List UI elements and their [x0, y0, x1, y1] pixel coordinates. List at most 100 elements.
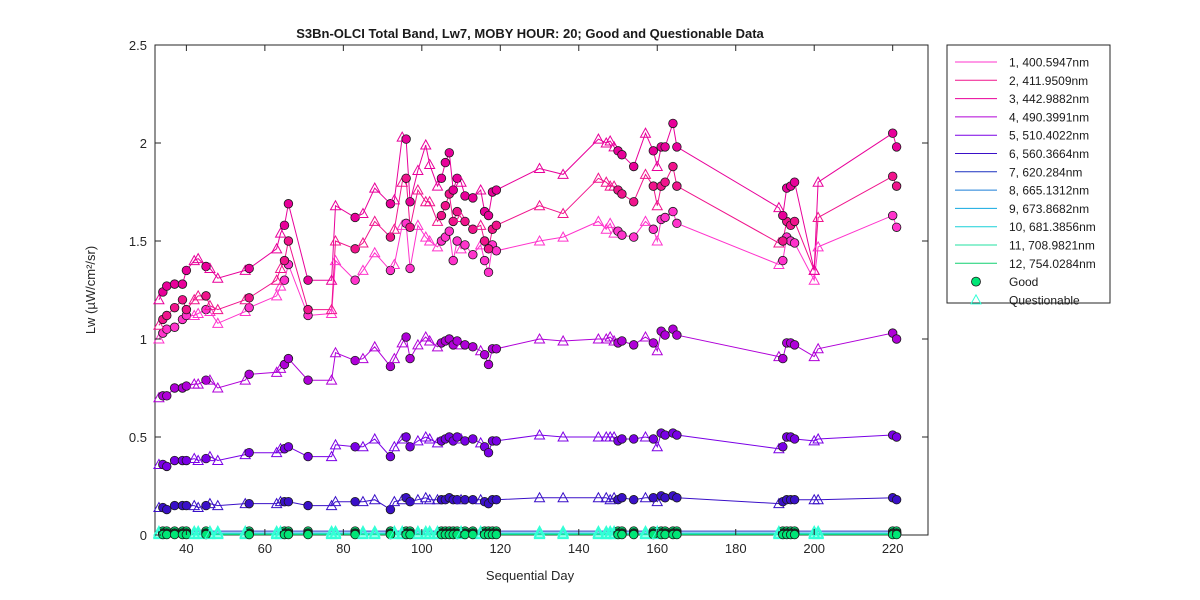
questionable-point [192, 307, 205, 319]
questionable-point [651, 160, 664, 172]
questionable-point [357, 264, 369, 275]
legend-label: 1, 400.5947nm [1009, 56, 1089, 70]
legend-label: 12, 754.0284nm [1009, 257, 1096, 271]
questionable-point [474, 184, 487, 195]
questionable-point [188, 293, 201, 305]
good-point [169, 529, 180, 540]
x-tick-label: 120 [489, 541, 511, 556]
questionable-point [639, 528, 652, 540]
questionable-point [204, 262, 216, 273]
good-point [629, 434, 639, 444]
questionable-point [557, 231, 569, 242]
questionable-point [270, 242, 283, 254]
questionable-point [325, 303, 338, 315]
questionable-point [357, 440, 369, 452]
plot-area: 40 60 80 100 120 140 160 180 200 220 0 0.5 1 1.5 2 2.5 [129, 38, 929, 556]
questionable-point [192, 252, 205, 264]
good-point [201, 291, 211, 301]
questionable-point [211, 528, 224, 540]
good-point [617, 493, 627, 503]
good-point [244, 529, 254, 540]
questionable-point [423, 234, 436, 246]
questionable-point [368, 340, 381, 352]
good-point [629, 197, 639, 207]
good-point [629, 232, 639, 242]
questionable-point [412, 184, 424, 195]
questionable-point [533, 491, 546, 503]
good-point [177, 295, 188, 305]
questionable-point [329, 199, 342, 211]
good-point [468, 495, 478, 505]
good-point [629, 340, 639, 350]
good-point [405, 442, 415, 452]
x-tick-label: 180 [725, 541, 747, 556]
good-point [169, 455, 180, 466]
plot-frame [154, 44, 929, 536]
good-point [279, 255, 290, 266]
good-point [648, 146, 659, 156]
good-point [891, 334, 902, 344]
legend-good-marker [971, 276, 981, 287]
good-point [617, 150, 627, 160]
questionable-point [204, 374, 216, 385]
questionable-point [423, 528, 436, 540]
questionable-point [651, 234, 664, 246]
y-axis-label: Lw (µW/cm²/sr) [83, 246, 98, 334]
questionable-point [211, 317, 224, 328]
good-point [244, 447, 254, 458]
good-point [181, 265, 192, 276]
good-point [385, 232, 396, 242]
questionable-point [639, 491, 652, 503]
good-point [169, 279, 180, 289]
legend-label: 10, 681.3856nm [1009, 220, 1096, 234]
questionable-point [357, 525, 369, 536]
good-point [244, 369, 254, 379]
questionable-point [204, 450, 216, 462]
questionable-point [270, 497, 283, 509]
good-point [648, 338, 659, 348]
questionable-point [423, 158, 436, 170]
good-point [668, 206, 678, 217]
questionable-point [592, 525, 605, 536]
questionable-point [600, 176, 613, 187]
y-tick-label: 0.5 [129, 430, 147, 445]
questionable-point [388, 193, 401, 205]
questionable-point [604, 135, 617, 146]
good-point [181, 500, 192, 511]
good-point [491, 529, 502, 540]
questionable-point [431, 180, 444, 191]
good-point [162, 504, 172, 515]
good-point [401, 432, 411, 442]
good-point [468, 529, 478, 540]
legend-label: 4, 490.3991nm [1009, 110, 1089, 124]
questionable-point [368, 215, 381, 226]
good-point [448, 255, 458, 266]
questionable-point [557, 430, 569, 442]
good-point [460, 191, 470, 201]
questionable-point [274, 227, 287, 238]
good-point [778, 442, 788, 452]
questionable-point [204, 299, 216, 311]
good-point [177, 279, 188, 289]
x-tick-label: 40 [179, 541, 193, 556]
good-point [350, 442, 360, 452]
questionable-point [211, 499, 224, 511]
good-point [483, 267, 494, 278]
questionable-point [808, 350, 821, 362]
questionable-point [557, 168, 569, 179]
questionable-point [368, 493, 381, 505]
good-point [448, 185, 458, 195]
x-axis-label: Sequential Day [486, 568, 575, 583]
questionable-point [188, 309, 201, 320]
questionable-point [192, 501, 205, 513]
legend-label: 3, 442.9882nm [1009, 92, 1089, 106]
good-point [181, 304, 192, 315]
questionable-point [639, 525, 652, 536]
good-point [617, 434, 627, 444]
questionable-point [474, 219, 487, 230]
questionable-point [600, 332, 613, 344]
good-point [244, 498, 254, 509]
questionable-point [211, 303, 224, 315]
questionable-point [557, 491, 569, 503]
legend-label: 2, 411.9509nm [1009, 74, 1088, 88]
